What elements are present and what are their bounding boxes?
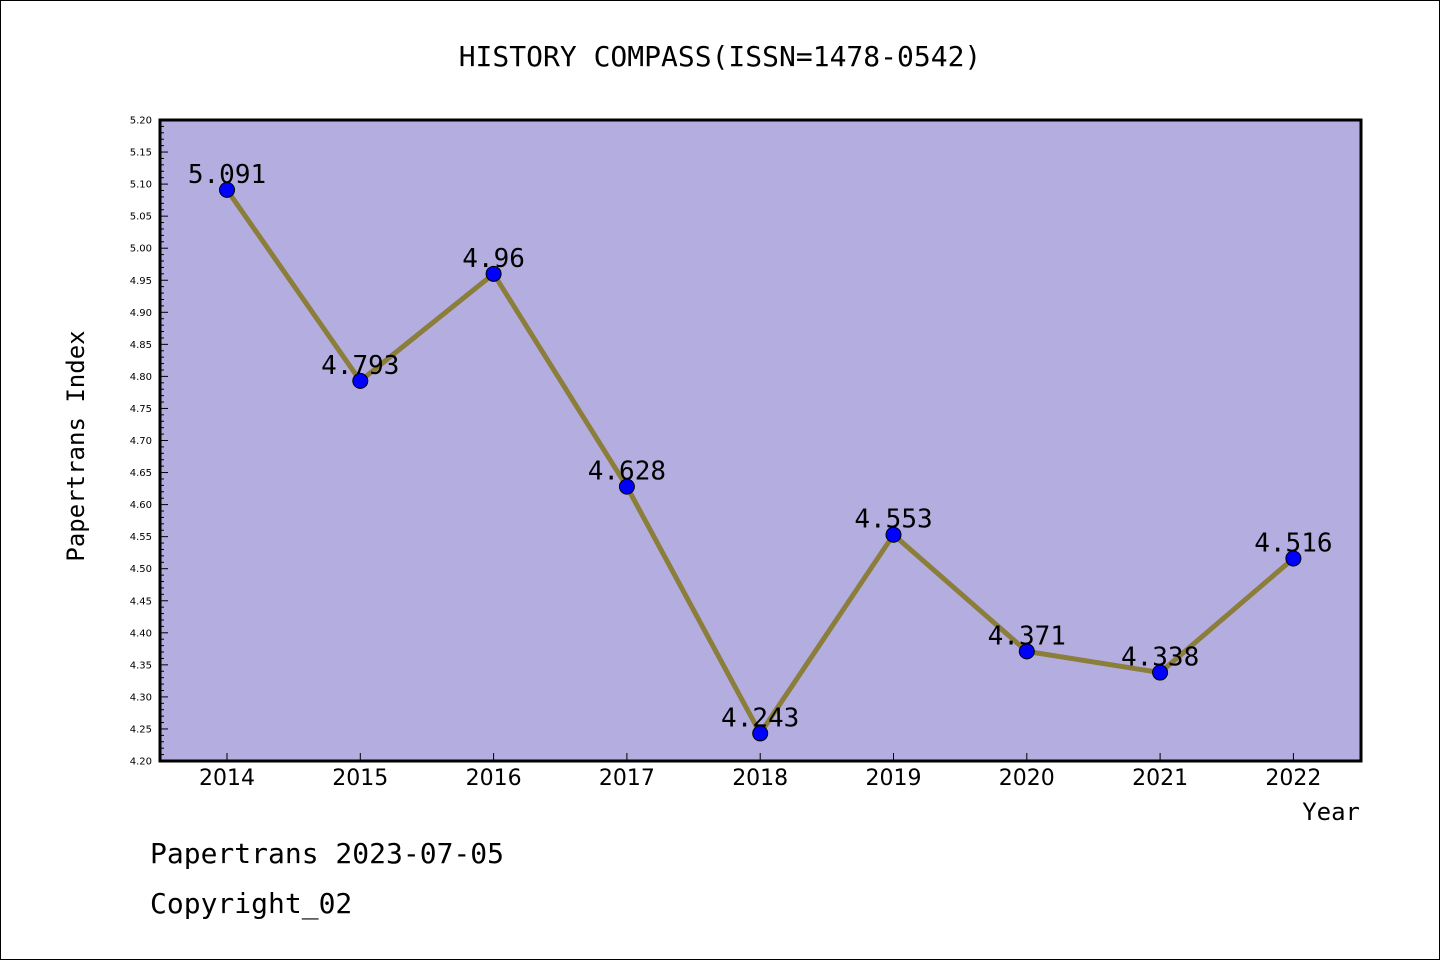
data-point [352,372,369,389]
x-tick-label: 2020 [999,766,1055,791]
y-tick-label: 4.85 [130,340,152,351]
y-tick-label: 4.60 [130,500,152,511]
y-tick-label: 4.90 [130,308,152,319]
data-point [752,725,769,742]
y-tick-label: 4.80 [130,372,152,383]
data-label: 4.628 [588,457,666,487]
y-tick-label: 5.15 [130,148,152,159]
y-tick-label: 4.95 [130,276,152,287]
y-tick-label: 4.20 [130,757,152,768]
data-label: 4.516 [1254,528,1332,558]
x-tick-label: 2022 [1265,766,1321,791]
data-point [618,478,635,495]
x-axis-title: Year [1302,798,1360,826]
chart-title: HISTORY COMPASS(ISSN=1478-0542) [459,40,982,73]
y-tick-label: 5.00 [130,244,152,255]
x-tick-label: 2021 [1132,766,1188,791]
data-label: 4.338 [1121,643,1199,673]
y-tick-label: 4.75 [130,404,152,415]
series-markers [219,181,1302,742]
data-labels: 5.091 4.793 4.96 4.628 4.243 4.553 4.371 4.338 4… [188,160,1333,734]
x-tick-label: 2016 [466,766,522,791]
y-tick-label: 4.65 [130,468,152,479]
x-tick-label: 2014 [199,766,255,791]
data-label: 4.243 [721,703,799,733]
x-axis: 2014 2015 2016 2017 2018 2019 2020 2021 2022 [199,753,1321,791]
data-point [1285,550,1302,567]
data-point [885,526,902,543]
data-label: 5.091 [188,160,266,190]
y-tick-label: 5.20 [130,116,152,127]
plot-area [158,118,1363,763]
y-tick-label: 4.55 [130,532,152,543]
y-axis-title: Papertrans Index [62,330,90,561]
x-tick-label: 2018 [732,766,788,791]
y-tick-label: 4.35 [130,660,152,671]
data-label: 4.96 [462,244,525,274]
y-tick-label: 5.05 [130,212,152,223]
data-point [485,265,502,282]
data-label: 4.793 [321,351,399,381]
footer-copyright: Copyright_02 [150,887,352,921]
data-point [1018,643,1035,660]
y-tick-label: 4.25 [130,724,152,735]
y-tick-label: 4.40 [130,628,152,639]
data-label: 4.553 [854,505,932,535]
x-tick-label: 2015 [332,766,388,791]
data-point [1152,664,1169,681]
y-axis: 4.20 4.25 4.30 4.35 4.40 4.45 4.50 4.55 4.60 4.65… [130,116,168,768]
footer-date: Papertrans 2023-07-05 [150,837,504,870]
data-point [219,181,235,198]
y-tick-label: 4.50 [130,564,152,575]
x-tick-label: 2019 [866,766,922,791]
x-tick-label: 2017 [599,766,655,791]
y-tick-label: 5.10 [130,180,152,191]
data-label: 4.371 [988,621,1066,651]
y-tick-label: 4.30 [130,692,152,703]
y-tick-label: 4.70 [130,436,152,447]
y-tick-label: 4.45 [130,596,152,607]
